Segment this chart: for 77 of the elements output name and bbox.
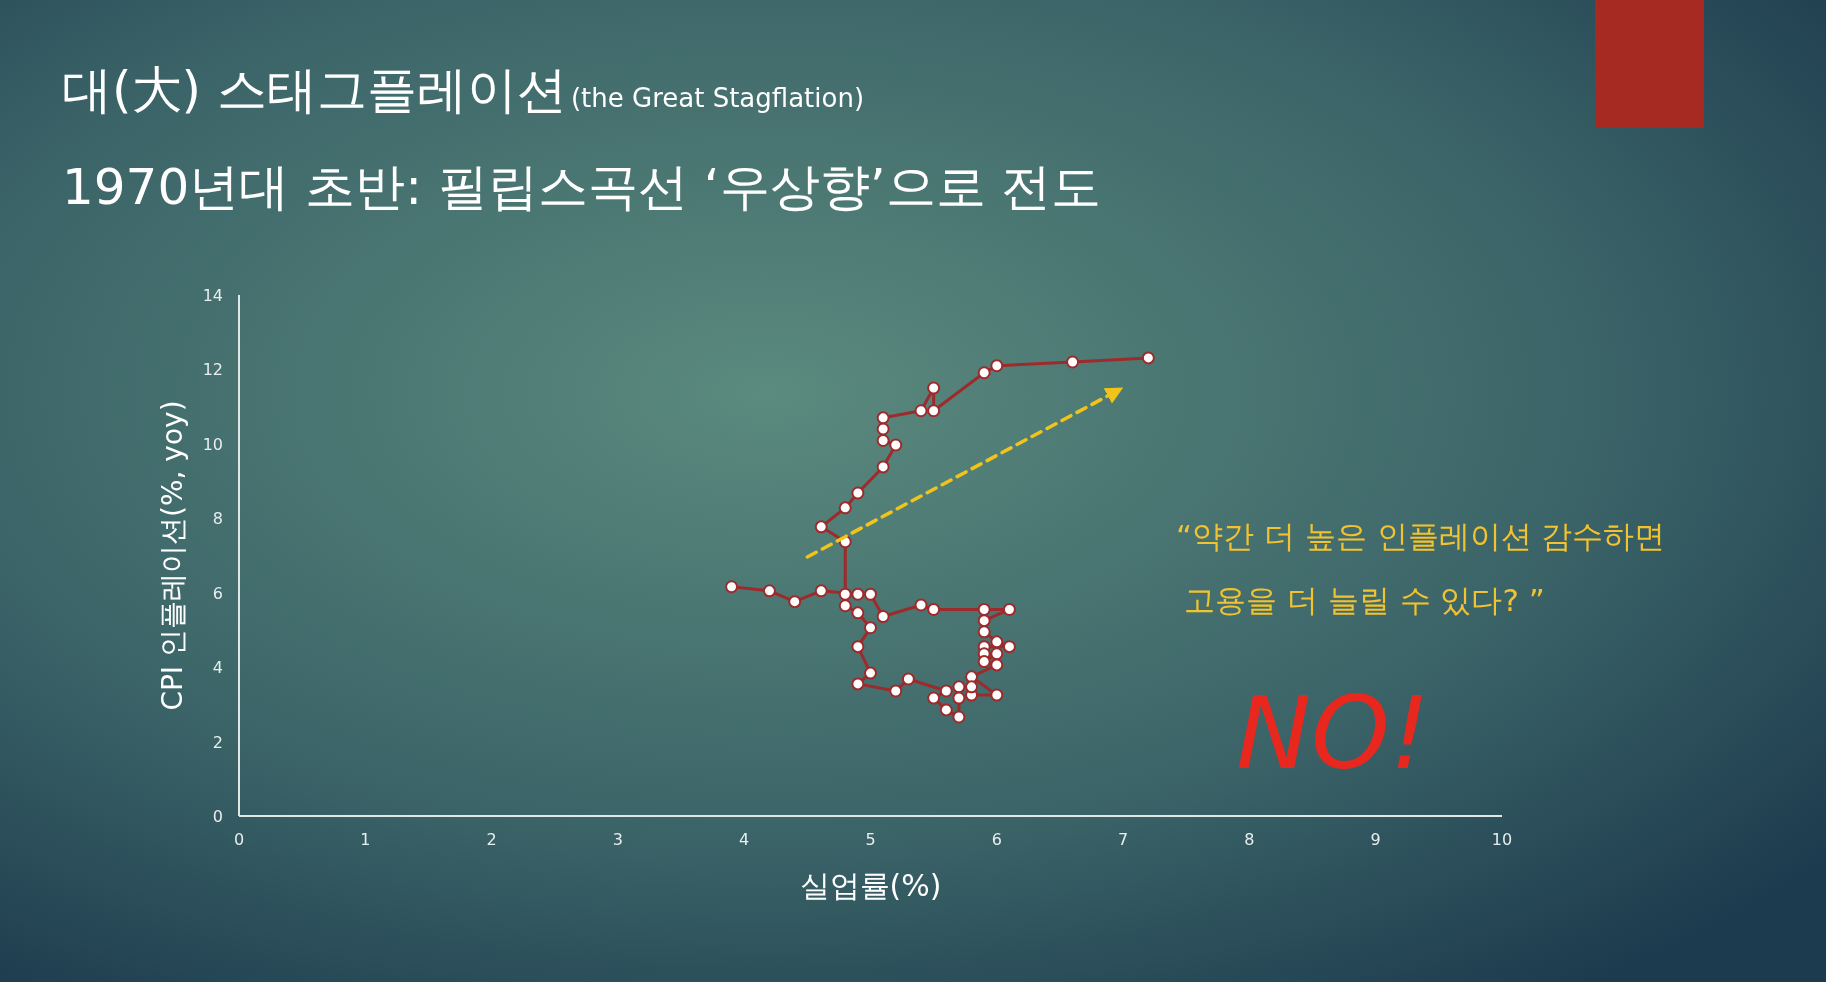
point [1002, 602, 1016, 616]
point [851, 677, 865, 691]
point [725, 580, 739, 594]
point [889, 684, 903, 698]
point [864, 666, 877, 680]
x-tick-label: 9 [1370, 830, 1381, 849]
point [939, 684, 953, 698]
point [990, 359, 1004, 373]
chart-subtitle: (the Great Stagflation) [570, 83, 865, 113]
y-axis-title: CPI 인플레이션(%, yoy) [156, 400, 189, 711]
x-tick-label: 8 [1244, 830, 1255, 849]
y-tick-label: 12 [202, 360, 223, 380]
point [977, 366, 991, 380]
y-tick-label: 4 [212, 658, 223, 678]
point [927, 381, 941, 395]
point [876, 610, 890, 624]
x-tick-label: 4 [739, 830, 750, 849]
point [901, 672, 915, 686]
point [864, 621, 877, 635]
point [977, 602, 991, 616]
point [952, 691, 966, 705]
point [990, 647, 1004, 661]
point [1141, 351, 1155, 365]
point [927, 691, 941, 705]
point [851, 486, 865, 500]
point [864, 587, 877, 601]
x-tick-label: 3 [612, 830, 623, 849]
x-tick-label: 7 [1118, 830, 1129, 849]
point [927, 404, 941, 418]
annotation: “약간 더 높은 인플레이션 감수하면 고용을 더 늘릴 수 있다? ” [1176, 518, 1666, 618]
point [889, 438, 903, 452]
point [762, 584, 776, 598]
point [838, 587, 852, 601]
point [914, 404, 928, 418]
x-tick-label: 2 [486, 830, 497, 849]
x-tick-label: 6 [991, 830, 1002, 849]
point [939, 703, 953, 717]
x-tick-label: 5 [865, 830, 876, 849]
y-tick-label: 2 [212, 732, 223, 752]
x-tick-label: 10 [1491, 830, 1513, 849]
point [990, 658, 1004, 672]
point [990, 688, 1004, 702]
x-tick-label: 0 [233, 830, 245, 849]
y-tick-label: 8 [212, 509, 223, 529]
point [952, 680, 966, 694]
y-tick-label: 6 [212, 583, 223, 603]
y-tick-label: 14 [202, 286, 223, 305]
x-axis-title: 실업률(%) [799, 868, 942, 903]
point [788, 595, 802, 609]
point [1066, 355, 1080, 369]
point [965, 680, 979, 694]
point [927, 602, 941, 616]
point [977, 614, 991, 628]
point [851, 606, 865, 620]
point [838, 501, 852, 515]
point [914, 598, 928, 612]
y-tick-label: 0 [212, 807, 223, 826]
point [814, 520, 828, 534]
point [838, 599, 852, 613]
point [965, 670, 979, 684]
y-tick-label: 10 [202, 434, 223, 454]
point [876, 411, 890, 425]
annotation: NO! [1236, 675, 1430, 792]
chart-title: 대(大) 스태그플레이션 [62, 61, 567, 119]
point [952, 710, 966, 724]
point [1002, 640, 1016, 654]
point [876, 434, 890, 448]
point [977, 625, 991, 639]
text: 1970년대 초반: 필립스곡선 ‘우상향’으로 전도 [62, 158, 1102, 216]
point [814, 584, 828, 598]
point [851, 587, 865, 601]
point [876, 460, 890, 474]
point [851, 640, 865, 654]
x-tick-label: 1 [360, 830, 371, 849]
point [990, 635, 1004, 649]
point [876, 422, 890, 436]
point [977, 655, 991, 669]
